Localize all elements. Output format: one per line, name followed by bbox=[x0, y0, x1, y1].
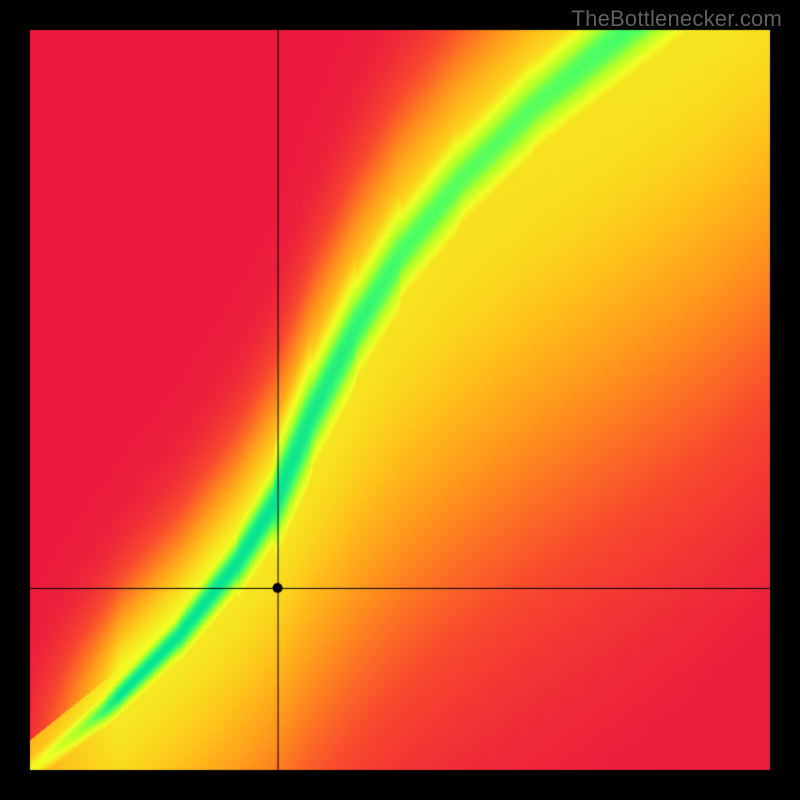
heatmap-canvas bbox=[0, 0, 800, 800]
watermark-label: TheBottlenecker.com bbox=[572, 6, 782, 32]
chart-container: TheBottlenecker.com bbox=[0, 0, 800, 800]
